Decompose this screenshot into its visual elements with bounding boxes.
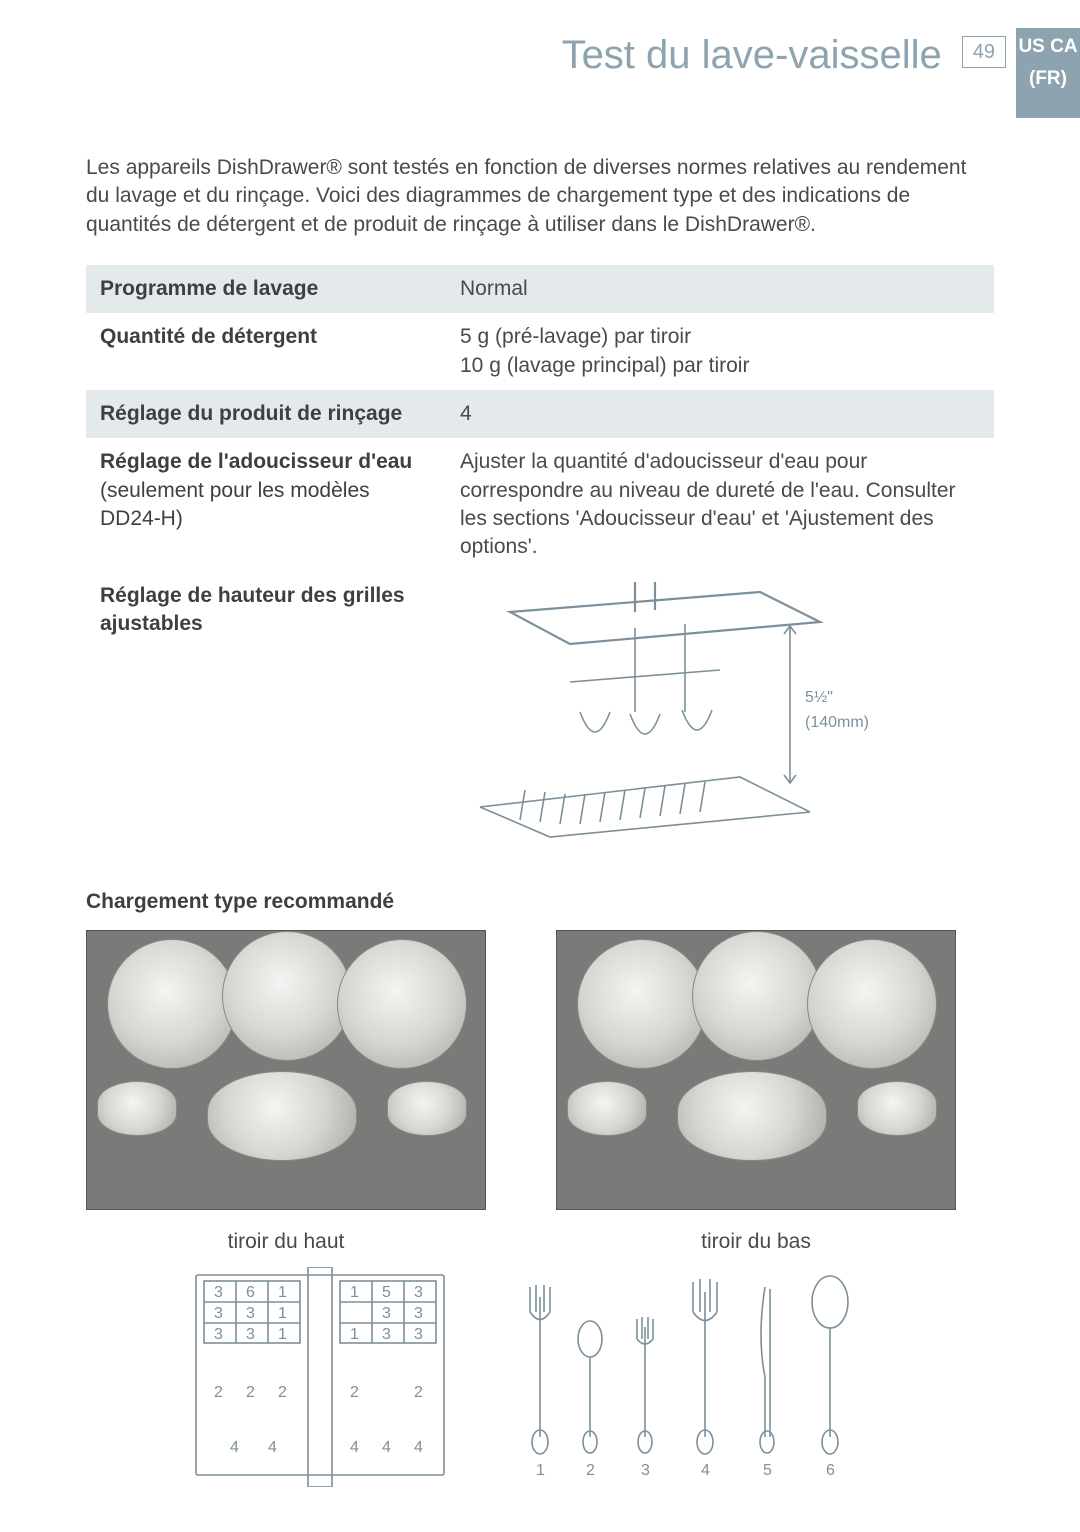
table-row: Réglage du produit de rinçage 4 (86, 390, 994, 438)
spec-value-line: 10 g (lavage principal) par tiroir (460, 352, 984, 380)
spec-label-sub: (seulement pour les modèles DD24-H) (100, 479, 370, 530)
rack-height-diagram: 5½" (140mm) (460, 582, 880, 842)
cutlery-basket-diagram: 3 6 1 3 3 1 3 3 1 1 5 3 3 3 1 3 3 2 2 2 2 2 4 4 4 4 4 (190, 1267, 450, 1487)
svg-text:3: 3 (382, 1305, 391, 1322)
rack-diagram-cell: 5½" (140mm) (446, 572, 994, 860)
caption-bottom: tiroir du bas (556, 1228, 956, 1256)
svg-text:2: 2 (350, 1384, 359, 1401)
region-tab: US CA (FR) (1016, 28, 1080, 118)
spec-label-main: Réglage de l'adoucisseur d'eau (100, 450, 412, 473)
rack-measure-inches: 5½" (805, 689, 833, 706)
svg-text:3: 3 (246, 1305, 255, 1322)
spec-value: 5 g (pré-lavage) par tiroir 10 g (lavage… (446, 313, 994, 390)
page-header: Test du lave-vaisselle 49 US CA (FR) (0, 0, 1080, 128)
svg-text:1: 1 (350, 1326, 359, 1343)
region-top: US CA (1016, 34, 1080, 60)
table-row: Quantité de détergent 5 g (pré-lavage) p… (86, 313, 994, 390)
svg-text:3: 3 (382, 1326, 391, 1343)
intro-text: Les appareils DishDrawer® sont testés en… (86, 154, 994, 239)
svg-text:6: 6 (826, 1462, 835, 1479)
svg-text:4: 4 (350, 1439, 359, 1456)
svg-text:6: 6 (246, 1284, 255, 1301)
loading-bottom-col: tiroir du bas (556, 930, 956, 1256)
spec-label: Réglage du produit de rinçage (86, 390, 446, 438)
spec-label: Quantité de détergent (86, 313, 446, 390)
svg-text:3: 3 (246, 1326, 255, 1343)
svg-text:2: 2 (278, 1384, 287, 1401)
page-number-box: 49 (962, 36, 1006, 68)
svg-text:3: 3 (414, 1326, 423, 1343)
svg-text:2: 2 (586, 1462, 595, 1479)
svg-text:3: 3 (414, 1284, 423, 1301)
table-row: Réglage de hauteur des grilles ajustable… (86, 572, 994, 860)
page-title: Test du lave-vaisselle (562, 28, 942, 82)
spec-value: Normal (446, 265, 994, 313)
svg-text:2: 2 (214, 1384, 223, 1401)
svg-text:1: 1 (278, 1305, 287, 1322)
loading-photos-row: tiroir du haut tiroir du bas (86, 930, 994, 1256)
spec-table: Programme de lavage Normal Quantité de d… (86, 265, 994, 860)
spec-label: Réglage de l'adoucisseur d'eau (seulemen… (86, 438, 446, 571)
svg-text:4: 4 (268, 1439, 277, 1456)
svg-text:1: 1 (278, 1284, 287, 1301)
loading-photo-bottom (556, 930, 956, 1210)
svg-text:4: 4 (230, 1439, 239, 1456)
loading-heading: Chargement type recommandé (86, 888, 994, 916)
table-row: Programme de lavage Normal (86, 265, 994, 313)
svg-text:5: 5 (763, 1462, 772, 1479)
region-sub: (FR) (1016, 66, 1080, 92)
svg-text:4: 4 (701, 1462, 710, 1479)
svg-text:1: 1 (536, 1462, 545, 1479)
spec-label: Programme de lavage (86, 265, 446, 313)
content-area: Les appareils DishDrawer® sont testés en… (0, 154, 1080, 1517)
caption-top: tiroir du haut (86, 1228, 486, 1256)
svg-text:3: 3 (414, 1305, 423, 1322)
table-row: Réglage de l'adoucisseur d'eau (seulemen… (86, 438, 994, 571)
svg-text:1: 1 (350, 1284, 359, 1301)
svg-text:3: 3 (214, 1326, 223, 1343)
svg-text:5: 5 (382, 1284, 391, 1301)
svg-text:2: 2 (246, 1384, 255, 1401)
spec-value: Ajuster la quantité d'adoucisseur d'eau … (446, 438, 994, 571)
svg-text:4: 4 (414, 1439, 423, 1456)
spec-value-line: 5 g (pré-lavage) par tiroir (460, 323, 984, 351)
svg-text:2: 2 (414, 1384, 423, 1401)
bottom-diagrams-row: 3 6 1 3 3 1 3 3 1 1 5 3 3 3 1 3 3 2 2 2 2 2 4 4 4 4 4 (86, 1267, 994, 1487)
spec-label: Réglage de hauteur des grilles ajustable… (86, 572, 446, 860)
svg-text:3: 3 (214, 1305, 223, 1322)
loading-top-col: tiroir du haut (86, 930, 486, 1256)
svg-text:1: 1 (278, 1326, 287, 1343)
svg-text:4: 4 (382, 1439, 391, 1456)
rack-measure-mm: (140mm) (805, 714, 869, 731)
utensil-legend-diagram: 1 2 3 4 5 6 (510, 1267, 890, 1487)
svg-text:3: 3 (641, 1462, 650, 1479)
svg-text:3: 3 (214, 1284, 223, 1301)
loading-photo-top (86, 930, 486, 1210)
spec-value: 4 (446, 390, 994, 438)
